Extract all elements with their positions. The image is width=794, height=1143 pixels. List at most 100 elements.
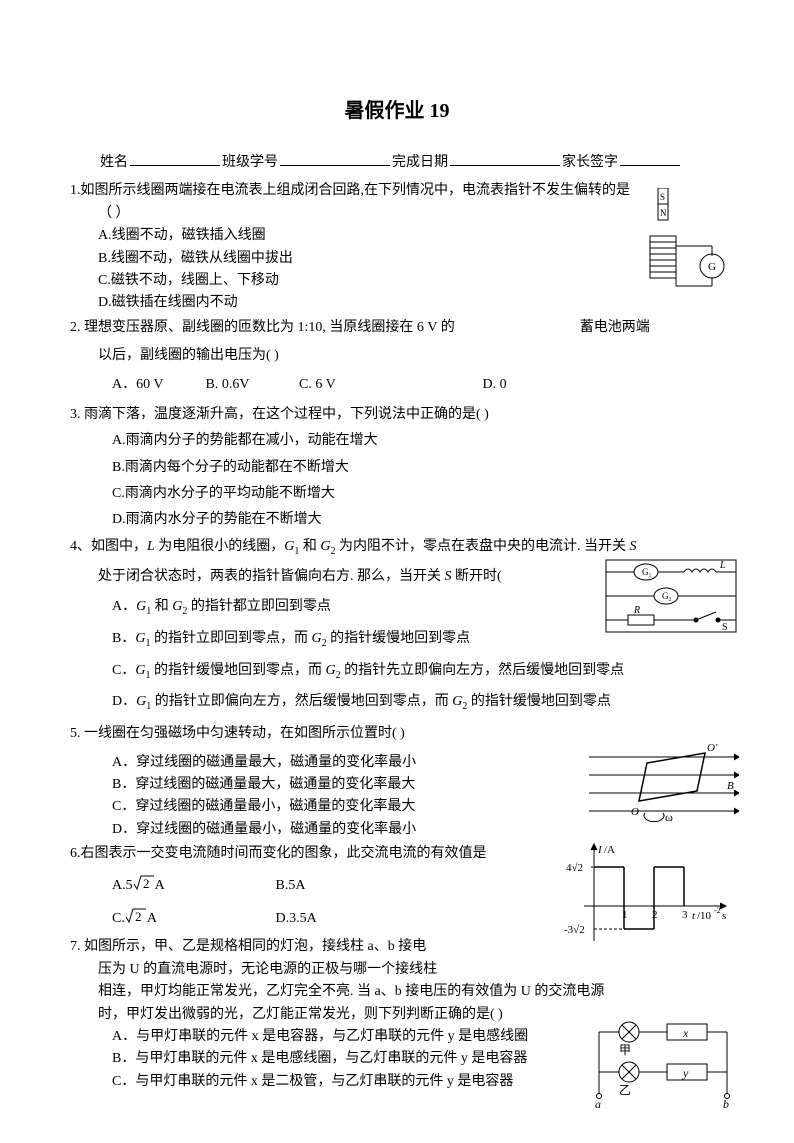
- svg-text:L: L: [719, 560, 726, 571]
- q4-t1: 4、如图中，: [70, 539, 147, 554]
- q4b1: B．: [112, 631, 135, 646]
- date-label: 完成日期: [392, 152, 448, 174]
- svg-text:-2: -2: [714, 906, 721, 915]
- q4b7: 的指针缓慢地回到零点: [327, 631, 471, 646]
- q7-line2: 压为 U 的直流电源时，无论电源的正极与哪一个接线柱: [70, 959, 724, 981]
- svg-text:4√2: 4√2: [566, 862, 583, 874]
- q5-figure: B O' O ω: [589, 741, 739, 826]
- svg-text:2: 2: [143, 876, 150, 891]
- q2-opt-a: A．60 V: [112, 374, 202, 396]
- q1-figure: S N G: [624, 188, 734, 303]
- q2-stem-line1: 2. 理想变压器原、副线圈的匝数比为 1:10, 当原线圈接在 6 V 的 蓄电…: [70, 317, 724, 339]
- q6-opt-b: B.5A: [276, 875, 376, 897]
- q2-opt-b: B. 0.6V: [206, 374, 296, 396]
- name-label: 姓名: [100, 152, 128, 174]
- svg-text:2: 2: [135, 909, 142, 924]
- sign-label: 家长签字: [562, 152, 618, 174]
- student-info-line: 姓名 班级学号 完成日期 家长签字: [70, 152, 724, 174]
- q4c1: C．: [112, 663, 135, 678]
- q4-t4: 为内阻不计，零点在表盘中央的电流计. 当开关: [336, 539, 630, 554]
- svg-text:G: G: [708, 261, 716, 273]
- q4b4: 的指针立即回到零点，而: [150, 631, 311, 646]
- q4a4: 和: [151, 599, 172, 614]
- question-3: 3. 雨滴下落，温度逐渐升高，在这个过程中，下列说法中正确的是( ) A.雨滴内…: [70, 404, 724, 532]
- class-blank: [280, 152, 390, 166]
- question-5: B O' O ω 5. 一线圈在匀强磁场中匀速转动，在如图所示位置时( ) A．…: [70, 723, 724, 841]
- svg-text:y: y: [682, 1066, 689, 1080]
- q4-figure: G₁ L G₂ R: [604, 558, 744, 638]
- q4-stem-line1: 4、如图中，L 为电阻很小的线圈，G1 和 G2 为内阻不计，零点在表盘中央的电…: [70, 536, 724, 560]
- q2-opt-d: D. 0: [483, 374, 543, 396]
- q6a-unit: A: [155, 875, 165, 897]
- q4-L: L: [147, 539, 155, 554]
- svg-text:乙: 乙: [619, 1083, 631, 1097]
- q4a7: 的指针都立即回到零点: [187, 599, 331, 614]
- q6c-unit: A: [147, 908, 157, 930]
- q2-opt-c: C. 6 V: [299, 374, 479, 396]
- class-label: 班级学号: [222, 152, 278, 174]
- question-2: 2. 理想变压器原、副线圈的匝数比为 1:10, 当原线圈接在 6 V 的 蓄电…: [70, 317, 724, 396]
- q4c4: 的指针缓慢地回到零点，而: [150, 663, 325, 678]
- q3-opt-c: C.雨滴内水分子的平均动能不断增大: [70, 483, 724, 505]
- q2-stem-line2: 以后，副线圈的输出电压为( ): [70, 345, 724, 367]
- q2-stem-right: 蓄电池两端: [580, 320, 650, 335]
- svg-text:x: x: [682, 1026, 689, 1040]
- q4a5: G: [172, 599, 182, 614]
- svg-text:t: t: [692, 910, 696, 922]
- q4-g1: G: [284, 539, 294, 554]
- q6c-pre: C.: [112, 908, 125, 930]
- svg-text:甲: 甲: [619, 1043, 631, 1057]
- page-title: 暑假作业 19: [70, 95, 724, 127]
- svg-text:ω: ω: [665, 810, 673, 824]
- q6-opt-a: A.5 2 A: [112, 874, 272, 897]
- q4d5: G: [452, 694, 462, 709]
- q4d2: G: [136, 694, 146, 709]
- question-1: S N G: [70, 180, 724, 314]
- q2-stem-a: 2. 理想变压器原、副线圈的匝数比为 1:10, 当原线圈接在 6 V 的: [70, 320, 455, 335]
- q4-S: S: [630, 539, 637, 554]
- q4-g2: G: [320, 539, 330, 554]
- q2-options: A．60 V B. 0.6V C. 6 V D. 0: [70, 374, 724, 396]
- q4d4: 的指针立即偏向左方，然后缓慢地回到零点，而: [151, 694, 452, 709]
- q3-opt-d: D.雨滴内水分子的势能在不断增大: [70, 509, 724, 531]
- q4a1: A．: [112, 599, 136, 614]
- q4-l2a: 处于闭合状态时，两表的指针皆偏向右方. 那么，当开关: [98, 569, 445, 584]
- question-4: G₁ L G₂ R: [70, 536, 724, 715]
- svg-text:S: S: [660, 192, 665, 202]
- svg-text:3: 3: [682, 909, 688, 921]
- q4b5: G: [311, 631, 321, 646]
- svg-text:N: N: [660, 208, 667, 218]
- question-6: I/A t/10-2s 4√2 -3√2 1 2 3: [70, 843, 724, 930]
- q4-t3: 和: [299, 539, 320, 554]
- q6a-pre: A.5: [112, 875, 133, 897]
- q4d7: 的指针缓慢地回到零点: [467, 694, 611, 709]
- q7-figure: 甲 x 乙 y: [589, 1014, 739, 1109]
- svg-text:B: B: [727, 780, 734, 792]
- q4-l2S: S: [445, 569, 452, 584]
- q4c7: 的指针先立即偏向左方，然后缓慢地回到零点: [341, 663, 625, 678]
- q7-line1: 7. 如图所示，甲、乙是规格相同的灯泡，接线柱 a、b 接电: [70, 936, 724, 958]
- q3-opt-b: B.雨滴内每个分子的动能都在不断增大: [70, 457, 724, 479]
- svg-text:s: s: [722, 910, 726, 922]
- q6-opt-d: D.3.5A: [276, 908, 376, 930]
- q4c5: G: [325, 663, 335, 678]
- sign-blank: [620, 152, 680, 166]
- svg-text:G₁: G₁: [642, 567, 652, 577]
- q4-l2b: 断开时(: [452, 569, 502, 584]
- svg-text:/A: /A: [604, 844, 615, 856]
- name-blank: [130, 152, 220, 166]
- q4-opt-c: C．G1 的指针缓慢地回到零点，而 G2 的指针先立即偏向左方，然后缓慢地回到零…: [70, 660, 724, 684]
- svg-text:R: R: [633, 605, 640, 616]
- svg-text:S: S: [722, 622, 728, 633]
- q4c2: G: [135, 663, 145, 678]
- q3-opt-a: A.雨滴内分子的势能都在减小，动能在增大: [70, 430, 724, 452]
- q4-t2: 为电阻很小的线圈，: [155, 539, 285, 554]
- svg-text:/10: /10: [697, 910, 712, 922]
- q4a2: G: [136, 599, 146, 614]
- q3-stem: 3. 雨滴下落，温度逐渐升高，在这个过程中，下列说法中正确的是( ): [70, 404, 724, 426]
- date-blank: [450, 152, 560, 166]
- question-7: 甲 x 乙 y: [70, 936, 724, 1093]
- svg-text:-3√2: -3√2: [564, 924, 585, 936]
- svg-text:O: O: [631, 806, 639, 818]
- svg-text:b: b: [723, 1097, 729, 1109]
